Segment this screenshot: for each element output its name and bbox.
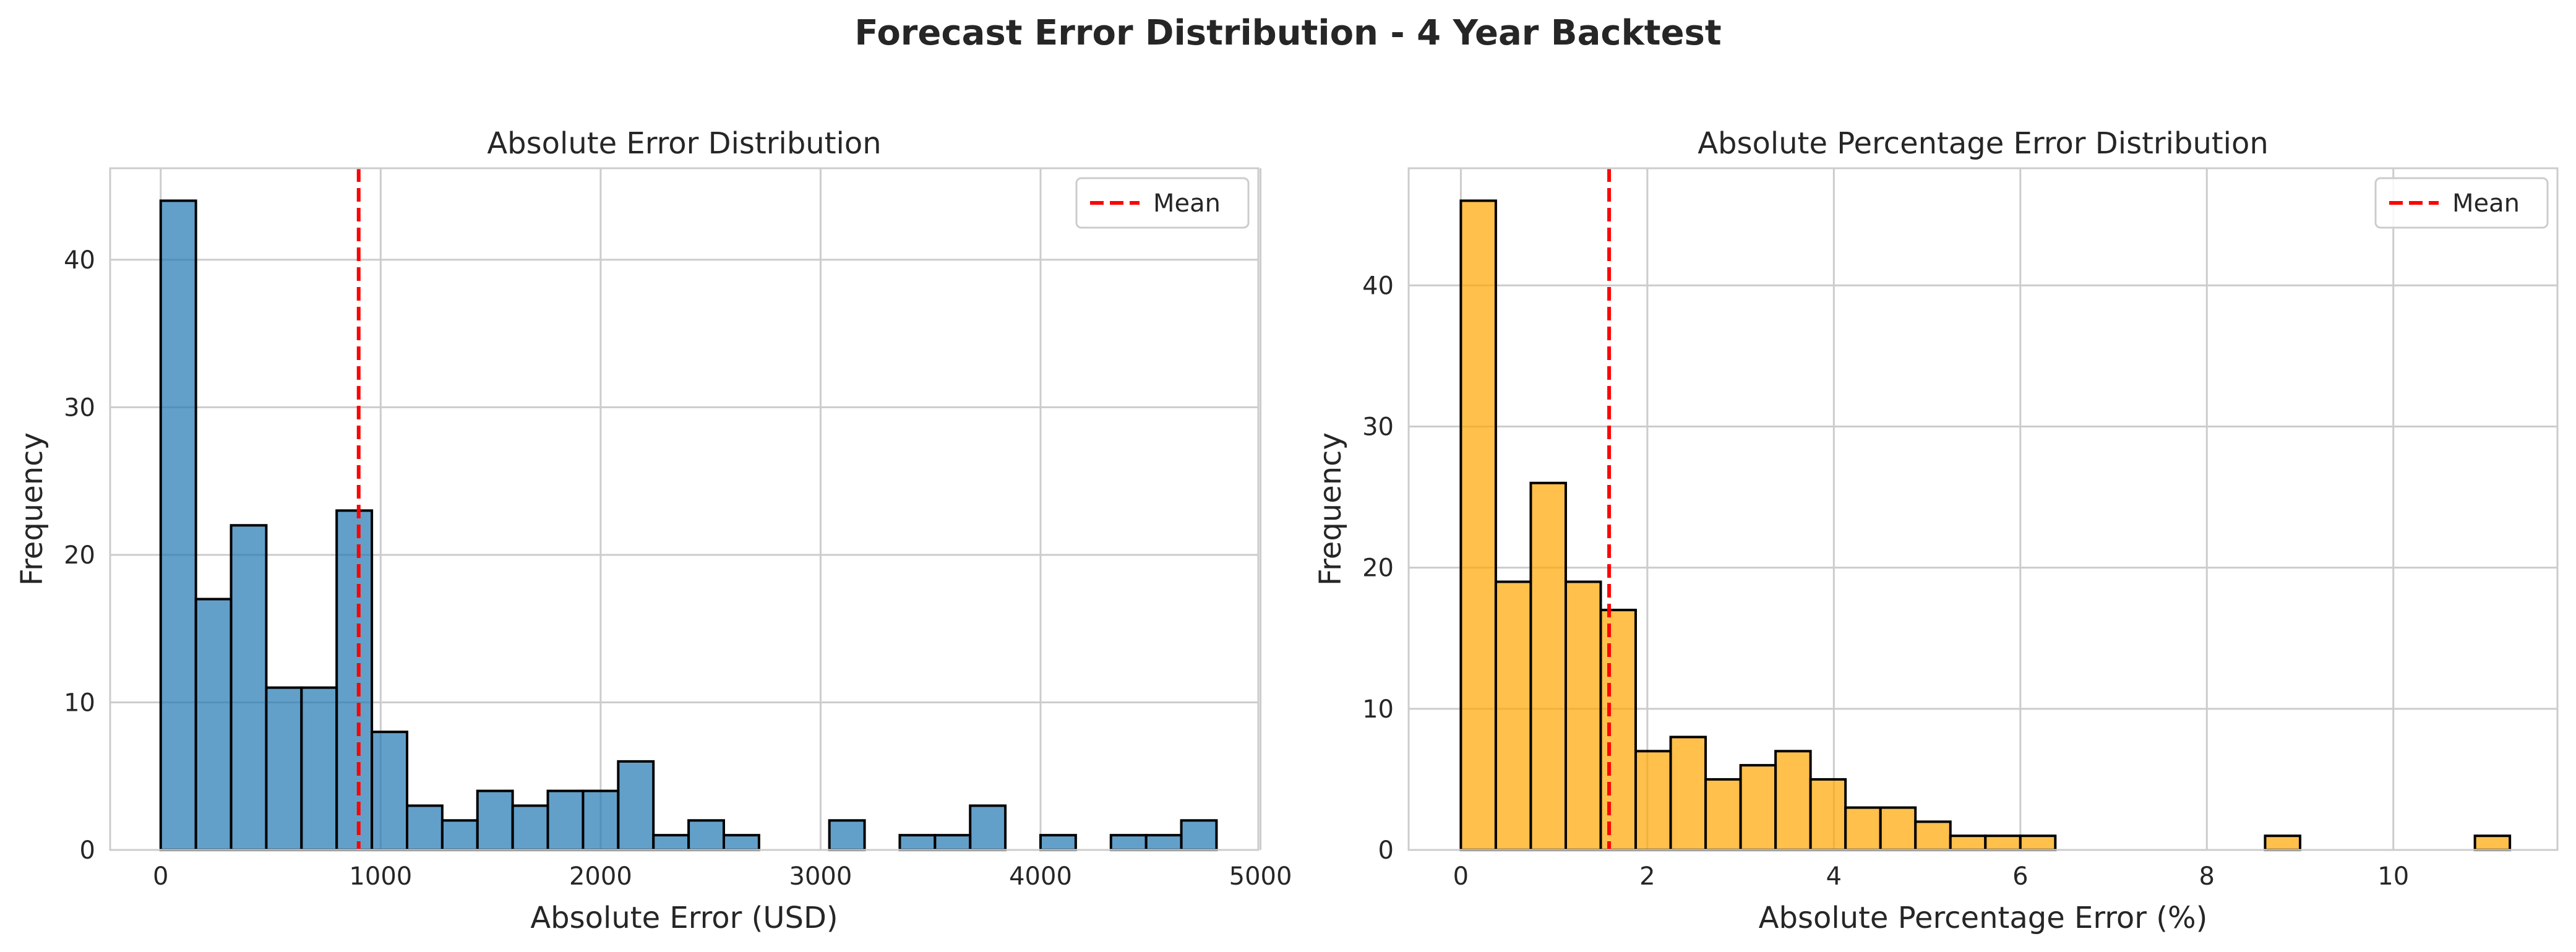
histogram-bar <box>582 789 620 851</box>
histogram-bar <box>440 819 479 851</box>
histogram-bar <box>969 804 1007 851</box>
histogram-bar <box>194 598 233 851</box>
histogram-bar <box>2473 834 2512 851</box>
x-tick-label: 4 <box>1826 862 1842 891</box>
y-tick-label: 20 <box>64 541 95 570</box>
histogram-bar <box>1180 819 1218 851</box>
histogram-bar <box>2264 834 2301 851</box>
histogram-bar <box>159 199 197 851</box>
x-axis-label: Absolute Percentage Error (%) <box>1759 901 2208 935</box>
panel-absolute-percentage-error: 0 2 4 6 8 10 0 10 20 30 40 Absolute Percentage Erro… <box>1313 126 2559 935</box>
histogram-bar <box>300 686 338 851</box>
histogram-bar <box>476 789 514 851</box>
histogram-bar <box>1144 834 1183 852</box>
y-tick-label: 30 <box>64 393 95 422</box>
x-tick-label: 2 <box>1639 862 1655 891</box>
histogram-bar <box>406 804 444 851</box>
histogram-bar <box>1599 609 1638 851</box>
legend-mean-label: Mean <box>1153 189 1221 218</box>
x-tick-label: 6 <box>2012 862 2028 891</box>
x-tick-label: 5000 <box>1229 862 1292 891</box>
y-tick-label: 0 <box>80 836 95 865</box>
x-tick-label: 0 <box>153 862 168 891</box>
y-tick-label: 20 <box>1362 554 1394 583</box>
axes-title: Absolute Error Distribution <box>487 126 881 161</box>
histogram-bar <box>230 524 268 851</box>
panel-absolute-error: 0 1000 2000 3000 4000 5000 0 10 20 30 40 Absolute E… <box>15 126 1292 935</box>
axes-frame <box>109 167 1260 851</box>
histogram-bar <box>898 834 937 852</box>
histogram-bar <box>1949 834 1987 851</box>
histogram-bar <box>723 834 760 852</box>
histogram-bar <box>335 509 374 851</box>
x-tick-label: 3000 <box>789 862 852 891</box>
y-axis-label: Frequency <box>1313 432 1348 586</box>
histogram-bar <box>1669 735 1707 851</box>
y-tick-label: 40 <box>1362 272 1394 300</box>
x-tick-label: 2000 <box>569 862 632 891</box>
histogram-bar <box>1879 806 1917 851</box>
histogram-bar <box>1634 750 1672 851</box>
y-tick-label: 10 <box>1362 695 1394 724</box>
figure-title: Forecast Error Distribution - 4 Year Bac… <box>854 13 1721 53</box>
y-tick-label: 30 <box>1362 413 1394 442</box>
x-axis-label: Absolute Error (USD) <box>530 901 838 935</box>
x-tick-label: 4000 <box>1009 862 1072 891</box>
histogram-bar <box>1494 580 1532 851</box>
legend-mean-label: Mean <box>2452 189 2520 218</box>
histogram-bar <box>1914 820 1952 851</box>
histogram-bar <box>617 760 655 851</box>
histogram-bar <box>652 834 690 852</box>
histogram-bar <box>1774 750 1812 851</box>
histogram-bar <box>371 731 408 851</box>
y-tick-label: 0 <box>1378 836 1394 865</box>
x-tick-label: 0 <box>1453 862 1469 891</box>
histogram-bar <box>1704 778 1742 851</box>
histogram-bar <box>934 834 972 852</box>
histogram-bar <box>687 819 725 851</box>
histogram-bar <box>2019 834 2057 851</box>
x-tick-label: 10 <box>2377 862 2409 891</box>
y-axis-label: Frequency <box>15 432 49 586</box>
legend-box <box>1075 177 1250 229</box>
histogram-bar <box>1564 580 1602 851</box>
y-tick-label: 10 <box>64 688 95 717</box>
legend-box <box>2374 177 2549 229</box>
histogram-bar <box>546 789 585 851</box>
x-tick-label: 1000 <box>349 862 412 891</box>
y-tick-label: 40 <box>64 246 95 275</box>
histogram-bar <box>1739 764 1777 851</box>
axes-frame <box>1407 167 2559 851</box>
histogram-bar <box>1039 834 1077 852</box>
histogram-bar <box>1844 806 1882 851</box>
legend: Mean <box>1075 177 1250 229</box>
histogram-bar <box>265 686 303 851</box>
histogram-bar <box>511 804 549 851</box>
histogram-bar <box>1109 834 1148 852</box>
histogram-bar <box>828 819 866 851</box>
legend: Mean <box>2374 177 2549 229</box>
x-tick-label: 8 <box>2199 862 2215 891</box>
histogram-bar <box>1984 834 2022 851</box>
axes-title: Absolute Percentage Error Distribution <box>1698 126 2269 161</box>
histogram-bar <box>1529 481 1567 851</box>
histogram-bar <box>1809 778 1847 851</box>
histogram-bar <box>1459 199 1497 851</box>
